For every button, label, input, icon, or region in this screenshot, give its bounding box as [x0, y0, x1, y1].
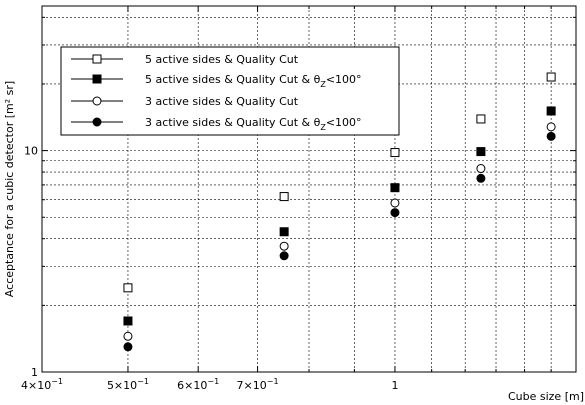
legend-label: 3 active sides & Quality Cut	[145, 95, 299, 108]
legend-marker-filled-square	[92, 74, 102, 84]
data-point-filled-square	[279, 227, 289, 237]
legend: 5 active sides & Quality Cut 5 active sid…	[60, 46, 400, 136]
legend-marker-open-square	[92, 54, 102, 64]
data-point-open-square	[476, 114, 486, 124]
legend-box	[60, 46, 400, 136]
legend-label: 5 active sides & Quality Cut & θZ<100°	[145, 73, 362, 89]
data-point-filled-circle	[279, 251, 289, 261]
x-axis-title: Cube size [m]	[508, 390, 584, 403]
data-point-open-square	[546, 72, 556, 82]
data-point-open-square	[390, 148, 400, 158]
x-tick-label: 1	[391, 379, 398, 392]
legend-label: 5 active sides & Quality Cut	[145, 53, 299, 66]
data-point-open-circle	[476, 164, 486, 174]
x-tick-label: 7×10−1	[237, 377, 279, 392]
data-point-open-circle	[279, 241, 289, 251]
data-point-filled-circle	[390, 208, 400, 218]
y-tick-label: 1	[31, 366, 38, 379]
legend-marker-filled-circle	[92, 117, 102, 127]
data-point-open-circle	[390, 198, 400, 208]
data-point-filled-square	[123, 316, 133, 326]
data-point-open-square	[279, 192, 289, 202]
y-tick-label: 10	[24, 145, 38, 158]
data-point-filled-circle	[123, 342, 133, 352]
legend-marker-open-circle	[92, 96, 102, 106]
data-points	[123, 72, 556, 352]
x-tick-label: 5×10−1	[107, 377, 149, 392]
data-point-filled-circle	[546, 131, 556, 141]
axis-ticks	[41, 6, 577, 373]
data-point-open-square	[123, 283, 133, 293]
legend-label: 3 active sides & Quality Cut & θZ<100°	[145, 116, 362, 132]
data-point-filled-square	[546, 106, 556, 116]
y-axis-title: Acceptance for a cubic detector [m² sr]	[3, 81, 16, 297]
data-point-filled-square	[390, 183, 400, 193]
data-point-open-circle	[123, 331, 133, 341]
x-tick-label: 6×10−1	[177, 377, 219, 392]
x-tick-label: 4×10−1	[21, 377, 63, 392]
data-point-filled-circle	[476, 173, 486, 183]
data-point-filled-square	[476, 147, 486, 157]
data-point-open-circle	[546, 122, 556, 132]
